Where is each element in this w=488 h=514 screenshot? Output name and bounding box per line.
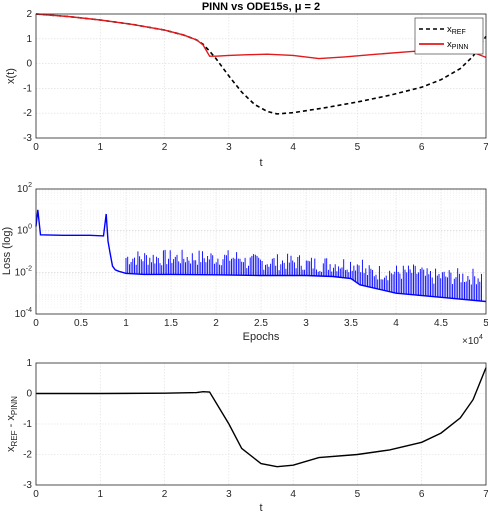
plot2-ylabel: Loss (log) <box>1 227 13 275</box>
y-tick-label: -1 <box>23 83 32 94</box>
x-tick-label: 0 <box>33 142 39 153</box>
x-tick-label: 0.5 <box>74 318 88 329</box>
x-tick-label: 4 <box>290 489 296 500</box>
y-tick-label: 100 <box>17 224 32 237</box>
plot2-x-multiplier: ×104 <box>462 334 483 347</box>
plot3-xlabel: t <box>259 502 262 514</box>
x-tick-label: 5 <box>483 318 488 329</box>
x-tick-label: 2 <box>162 489 168 500</box>
x-tick-label: 0 <box>33 318 39 329</box>
y-tick-label: 2 <box>26 9 32 20</box>
x-tick-label: 6 <box>419 489 425 500</box>
x-tick-label: 2.5 <box>254 318 268 329</box>
x-tick-label: 3 <box>303 318 309 329</box>
y-tick-label: 1 <box>26 358 32 369</box>
plot1-axes-box <box>35 13 487 139</box>
plot-loss: 0 0.5 1 1.5 2 2.5 3 3.5 4 4.5 5 10-4 10-2 100 102 Epoc… <box>1 182 488 347</box>
loss-spikes <box>125 249 482 302</box>
x-tick-label: 4 <box>393 318 399 329</box>
x-tick-label: 7 <box>483 489 488 500</box>
plot1-title: PINN vs ODE15s, μ = 2 <box>202 1 320 13</box>
plot1-legend: xREF xPINN <box>414 17 484 55</box>
x-tick-label: 5 <box>355 142 361 153</box>
plot1-ylabel: x(t) <box>5 68 17 84</box>
plot2-xlabel: Epochs <box>243 331 280 343</box>
y-tick-label: -3 <box>23 480 32 491</box>
plot3-ylabel: xREF - xPINN <box>5 396 19 452</box>
x-tick-label: 4 <box>290 142 296 153</box>
y-tick-label: -3 <box>23 133 32 144</box>
y-tick-label: 1 <box>26 34 32 45</box>
x-tick-label: 3 <box>226 142 232 153</box>
y-tick-label: 0 <box>26 59 32 70</box>
x-tick-label: 1 <box>98 142 104 153</box>
x-tick-label: 3.5 <box>344 318 358 329</box>
y-tick-label: 10-2 <box>15 265 32 278</box>
plot3-axes-box <box>35 362 487 486</box>
x-tick-label: 6 <box>419 142 425 153</box>
plot1-xlabel: t <box>259 157 262 169</box>
y-tick-label: 0 <box>26 389 32 400</box>
y-tick-label: -2 <box>23 450 32 461</box>
y-tick-label: 102 <box>17 182 32 195</box>
y-tick-label: 10-4 <box>15 307 32 320</box>
x-tick-label: 2 <box>213 318 219 329</box>
x-tick-label: 1 <box>98 489 104 500</box>
x-tick-label: 7 <box>483 142 488 153</box>
x-tick-label: 1 <box>123 318 129 329</box>
x-tick-label: 4.5 <box>434 318 448 329</box>
x-tick-label: 5 <box>355 489 361 500</box>
plot2-axes-box <box>35 188 487 315</box>
series-line <box>36 367 487 468</box>
y-tick-label: -1 <box>23 419 32 430</box>
plot-difference: 0 1 2 3 4 5 6 7 -3 -2 -1 0 1 t xREF - xPINN <box>5 358 488 514</box>
x-tick-label: 3 <box>226 489 232 500</box>
x-tick-label: 0 <box>33 489 39 500</box>
series-line <box>35 209 487 303</box>
y-tick-label: -2 <box>23 108 32 119</box>
x-tick-label: 1.5 <box>164 318 178 329</box>
x-tick-label: 2 <box>162 142 168 153</box>
